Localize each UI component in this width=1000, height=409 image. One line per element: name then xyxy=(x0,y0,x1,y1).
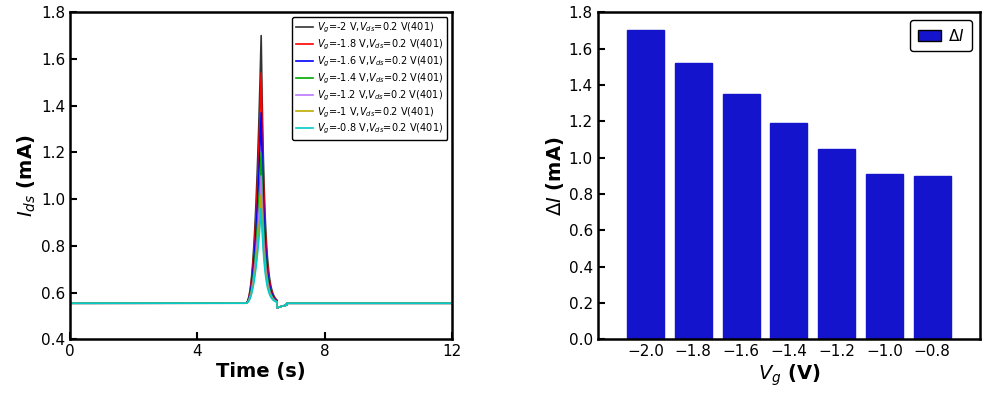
$V_g$=-0.8 V,$V_{ds}$=0.2 V(401) xyxy=(271,306,283,310)
$V_g$=-2 V,$V_{ds}$=0.2 V(401) xyxy=(280,303,292,308)
$V_g$=-1.4 V,$V_{ds}$=0.2 V(401) xyxy=(271,306,283,310)
$V_g$=-0.8 V,$V_{ds}$=0.2 V(401) xyxy=(171,301,183,306)
Line: $V_g$=-0.8 V,$V_{ds}$=0.2 V(401): $V_g$=-0.8 V,$V_{ds}$=0.2 V(401) xyxy=(70,209,452,308)
$V_g$=-1.4 V,$V_{ds}$=0.2 V(401) xyxy=(64,301,76,306)
Line: $V_g$=-2 V,$V_{ds}$=0.2 V(401): $V_g$=-2 V,$V_{ds}$=0.2 V(401) xyxy=(70,36,452,308)
$V_g$=-1.4 V,$V_{ds}$=0.2 V(401) xyxy=(255,150,267,155)
$V_g$=-1.8 V,$V_{ds}$=0.2 V(401) xyxy=(271,306,283,310)
$V_g$=-1.2 V,$V_{ds}$=0.2 V(401) xyxy=(255,173,267,178)
$V_g$=-1.6 V,$V_{ds}$=0.2 V(401) xyxy=(140,301,152,306)
$V_g$=-2 V,$V_{ds}$=0.2 V(401) xyxy=(271,306,283,310)
$V_g$=-1.6 V,$V_{ds}$=0.2 V(401) xyxy=(280,303,292,308)
$V_g$=-1.2 V,$V_{ds}$=0.2 V(401) xyxy=(140,301,152,306)
$V_g$=-1.8 V,$V_{ds}$=0.2 V(401) xyxy=(64,301,76,306)
$V_g$=-1.4 V,$V_{ds}$=0.2 V(401) xyxy=(441,301,453,306)
$V_g$=-1.4 V,$V_{ds}$=0.2 V(401) xyxy=(266,293,278,298)
Legend: $\Delta I$: $\Delta I$ xyxy=(910,20,972,51)
$V_g$=-1.4 V,$V_{ds}$=0.2 V(401) xyxy=(85,301,97,306)
$V_g$=-1.6 V,$V_{ds}$=0.2 V(401) xyxy=(266,291,278,296)
Bar xyxy=(675,63,712,339)
$V_g$=-2 V,$V_{ds}$=0.2 V(401) xyxy=(266,287,278,292)
$V_g$=-1.8 V,$V_{ds}$=0.2 V(401) xyxy=(255,71,267,76)
$V_g$=-0.8 V,$V_{ds}$=0.2 V(401) xyxy=(446,301,458,306)
$V_g$=-1 V,$V_{ds}$=0.2 V(401) xyxy=(280,303,292,308)
Bar xyxy=(866,174,903,339)
$V_g$=-1.2 V,$V_{ds}$=0.2 V(401) xyxy=(271,306,283,310)
$V_g$=-1 V,$V_{ds}$=0.2 V(401) xyxy=(171,301,183,306)
Line: $V_g$=-1.6 V,$V_{ds}$=0.2 V(401): $V_g$=-1.6 V,$V_{ds}$=0.2 V(401) xyxy=(70,113,452,308)
$V_g$=-1 V,$V_{ds}$=0.2 V(401) xyxy=(266,295,278,300)
Legend: $V_g$=-2 V,$V_{ds}$=0.2 V(401), $V_g$=-1.8 V,$V_{ds}$=0.2 V(401), $V_g$=-1.6 V,$: $V_g$=-2 V,$V_{ds}$=0.2 V(401), $V_g$=-1… xyxy=(292,17,447,140)
$V_g$=-0.8 V,$V_{ds}$=0.2 V(401) xyxy=(140,301,152,306)
Y-axis label: $\Delta I$ (mA): $\Delta I$ (mA) xyxy=(544,136,566,216)
$V_g$=-1.8 V,$V_{ds}$=0.2 V(401) xyxy=(85,301,97,306)
X-axis label: Time (s): Time (s) xyxy=(216,362,306,381)
$V_g$=-2 V,$V_{ds}$=0.2 V(401) xyxy=(64,301,76,306)
$V_g$=-0.8 V,$V_{ds}$=0.2 V(401) xyxy=(280,303,292,308)
$V_g$=-1.2 V,$V_{ds}$=0.2 V(401) xyxy=(171,301,183,306)
$V_g$=-2 V,$V_{ds}$=0.2 V(401) xyxy=(140,301,152,306)
$V_g$=-1.8 V,$V_{ds}$=0.2 V(401) xyxy=(441,301,453,306)
$V_g$=-2 V,$V_{ds}$=0.2 V(401) xyxy=(446,301,458,306)
$V_g$=-2 V,$V_{ds}$=0.2 V(401) xyxy=(255,33,267,38)
$V_g$=-1.6 V,$V_{ds}$=0.2 V(401) xyxy=(441,301,453,306)
Bar xyxy=(914,176,951,339)
$V_g$=-2 V,$V_{ds}$=0.2 V(401) xyxy=(85,301,97,306)
$V_g$=-1 V,$V_{ds}$=0.2 V(401) xyxy=(140,301,152,306)
$V_g$=-0.8 V,$V_{ds}$=0.2 V(401) xyxy=(64,301,76,306)
$V_g$=-1 V,$V_{ds}$=0.2 V(401) xyxy=(446,301,458,306)
Bar xyxy=(627,30,664,339)
$V_g$=-1.2 V,$V_{ds}$=0.2 V(401) xyxy=(280,303,292,308)
Line: $V_g$=-1.8 V,$V_{ds}$=0.2 V(401): $V_g$=-1.8 V,$V_{ds}$=0.2 V(401) xyxy=(70,73,452,308)
$V_g$=-1.6 V,$V_{ds}$=0.2 V(401) xyxy=(446,301,458,306)
$V_g$=-1.6 V,$V_{ds}$=0.2 V(401) xyxy=(85,301,97,306)
$V_g$=-1.2 V,$V_{ds}$=0.2 V(401) xyxy=(446,301,458,306)
Line: $V_g$=-1 V,$V_{ds}$=0.2 V(401): $V_g$=-1 V,$V_{ds}$=0.2 V(401) xyxy=(70,195,452,308)
$V_g$=-1.4 V,$V_{ds}$=0.2 V(401) xyxy=(171,301,183,306)
$V_g$=-1.8 V,$V_{ds}$=0.2 V(401) xyxy=(280,303,292,308)
$V_g$=-1.6 V,$V_{ds}$=0.2 V(401) xyxy=(255,110,267,115)
$V_g$=-1 V,$V_{ds}$=0.2 V(401) xyxy=(441,301,453,306)
$V_g$=-0.8 V,$V_{ds}$=0.2 V(401) xyxy=(85,301,97,306)
$V_g$=-1.2 V,$V_{ds}$=0.2 V(401) xyxy=(266,294,278,299)
$V_g$=-1.8 V,$V_{ds}$=0.2 V(401) xyxy=(446,301,458,306)
$V_g$=-1.6 V,$V_{ds}$=0.2 V(401) xyxy=(271,306,283,310)
$V_g$=-1.6 V,$V_{ds}$=0.2 V(401) xyxy=(171,301,183,306)
$V_g$=-1 V,$V_{ds}$=0.2 V(401) xyxy=(64,301,76,306)
$V_g$=-0.8 V,$V_{ds}$=0.2 V(401) xyxy=(266,296,278,301)
$V_g$=-1.8 V,$V_{ds}$=0.2 V(401) xyxy=(171,301,183,306)
Bar xyxy=(770,123,807,339)
$V_g$=-1 V,$V_{ds}$=0.2 V(401) xyxy=(85,301,97,306)
Line: $V_g$=-1.4 V,$V_{ds}$=0.2 V(401): $V_g$=-1.4 V,$V_{ds}$=0.2 V(401) xyxy=(70,153,452,308)
X-axis label: $V_g$ (V): $V_g$ (V) xyxy=(758,362,820,388)
$V_g$=-2 V,$V_{ds}$=0.2 V(401) xyxy=(441,301,453,306)
$V_g$=-1 V,$V_{ds}$=0.2 V(401) xyxy=(255,192,267,197)
$V_g$=-2 V,$V_{ds}$=0.2 V(401) xyxy=(171,301,183,306)
$V_g$=-1.6 V,$V_{ds}$=0.2 V(401) xyxy=(64,301,76,306)
$V_g$=-1.2 V,$V_{ds}$=0.2 V(401) xyxy=(64,301,76,306)
$V_g$=-1.8 V,$V_{ds}$=0.2 V(401) xyxy=(140,301,152,306)
$V_g$=-1.2 V,$V_{ds}$=0.2 V(401) xyxy=(85,301,97,306)
$V_g$=-1.2 V,$V_{ds}$=0.2 V(401) xyxy=(441,301,453,306)
$V_g$=-0.8 V,$V_{ds}$=0.2 V(401) xyxy=(255,206,267,211)
$V_g$=-1.4 V,$V_{ds}$=0.2 V(401) xyxy=(280,303,292,308)
Bar xyxy=(818,148,855,339)
$V_g$=-1.4 V,$V_{ds}$=0.2 V(401) xyxy=(140,301,152,306)
$V_g$=-0.8 V,$V_{ds}$=0.2 V(401) xyxy=(441,301,453,306)
$V_g$=-1 V,$V_{ds}$=0.2 V(401) xyxy=(271,306,283,310)
$V_g$=-1.8 V,$V_{ds}$=0.2 V(401) xyxy=(266,289,278,294)
Bar xyxy=(723,94,760,339)
$V_g$=-1.4 V,$V_{ds}$=0.2 V(401) xyxy=(446,301,458,306)
Y-axis label: $I_{ds}$ (mA): $I_{ds}$ (mA) xyxy=(16,135,38,217)
Line: $V_g$=-1.2 V,$V_{ds}$=0.2 V(401): $V_g$=-1.2 V,$V_{ds}$=0.2 V(401) xyxy=(70,176,452,308)
